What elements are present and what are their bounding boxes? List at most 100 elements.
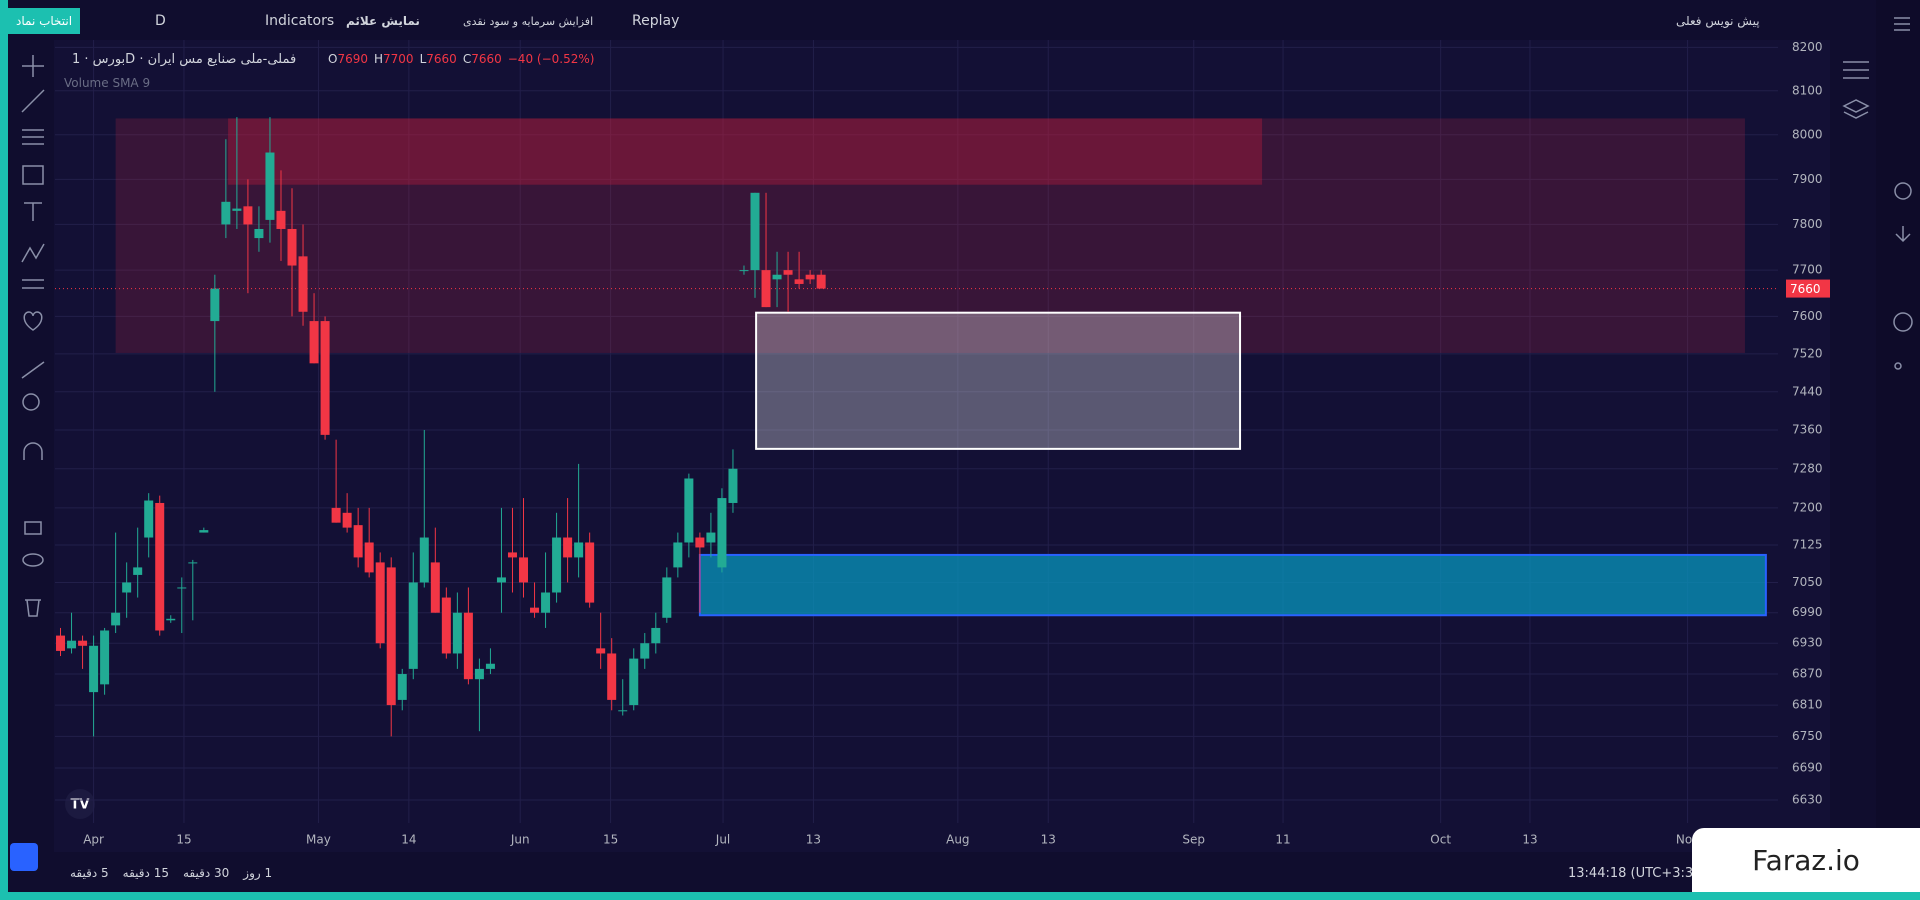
candle-body — [552, 537, 562, 593]
download-icon — [1895, 226, 1911, 243]
candle-body — [133, 567, 143, 575]
draft-button[interactable]: پیش نویس فعلی — [1676, 14, 1760, 28]
favorite-icon — [23, 311, 43, 331]
candle-body — [728, 468, 738, 503]
crosshair-icon — [22, 55, 44, 77]
y-tick-label: 6870 — [1792, 667, 1823, 681]
candle-body — [463, 612, 473, 680]
zone — [228, 118, 1263, 185]
x-tick-label: 13 — [1522, 833, 1537, 847]
plot — [55, 40, 1778, 823]
x-tick-label: 15 — [176, 833, 191, 847]
candle-body — [166, 618, 176, 621]
candle-body — [78, 640, 88, 646]
lock-icon — [24, 521, 42, 535]
candle-body — [155, 502, 165, 631]
candle-body — [816, 274, 826, 289]
candle-body — [320, 321, 330, 435]
candle-body — [122, 582, 132, 593]
x-tick-label: Sep — [1182, 833, 1205, 847]
pattern-icon — [21, 243, 45, 263]
candle-body — [221, 201, 231, 225]
interval-option[interactable]: 15 دقیقه — [122, 866, 169, 880]
symbol-search[interactable]: انتخاب نماد — [8, 8, 81, 34]
y-tick-label: 7050 — [1792, 575, 1823, 589]
candle-body — [662, 577, 672, 618]
candle-body — [563, 537, 573, 558]
candle-body — [408, 582, 418, 669]
y-tick-label: 7125 — [1792, 537, 1823, 551]
candle-body — [519, 557, 529, 583]
y-tick-label: 7200 — [1792, 500, 1823, 514]
top-bar-bg — [8, 0, 1920, 40]
candle-body — [530, 607, 540, 613]
text-icon — [24, 202, 42, 221]
y-tick-label: 6990 — [1792, 605, 1823, 619]
right-toolbar-bg — [1876, 0, 1920, 892]
y-tick-label: 7900 — [1792, 172, 1823, 186]
candle-body — [265, 152, 275, 220]
candle-body — [474, 668, 484, 680]
replay-button[interactable]: Replay — [632, 13, 680, 29]
signals-button[interactable]: نمایش علائم — [346, 14, 420, 28]
candle-body — [111, 612, 121, 626]
interval-option[interactable]: 30 دقیقه — [182, 866, 230, 880]
y-tick-label: 7800 — [1792, 217, 1823, 231]
y-tick-label: 6690 — [1792, 761, 1823, 775]
magnet-icon — [23, 442, 43, 460]
y-tick-label: 8000 — [1792, 127, 1823, 141]
candle-body — [783, 270, 793, 275]
candle-body — [618, 710, 628, 712]
bottom-bar-bg — [8, 852, 1830, 892]
candle-body — [210, 288, 220, 322]
candle-body — [794, 279, 804, 284]
candle-body — [684, 478, 694, 543]
eye-icon — [22, 553, 44, 567]
candle-body — [541, 592, 551, 613]
candle-body — [507, 552, 517, 558]
capital-button[interactable]: افزایش سرمایه و سود نقدی — [463, 14, 594, 28]
candle-body — [673, 542, 683, 568]
y-tick-label: 7440 — [1792, 384, 1823, 398]
indicator-label: Volume SMA 9 — [64, 76, 151, 90]
menu-icon — [1894, 17, 1910, 31]
app: TV Apr 15 May 14 Jun 15 Jul 13 Aug 13 Sep 11 Oct 13 No… — [8, 0, 1920, 892]
x-tick-label: Jul — [715, 833, 730, 847]
candle-body — [706, 532, 716, 543]
favorites-button[interactable] — [10, 843, 38, 871]
interval-option[interactable]: 5 دقیقه — [70, 866, 109, 880]
x-tick-label: 13 — [806, 833, 821, 847]
candle-body — [485, 663, 495, 669]
ruler-icon — [21, 361, 45, 379]
interval-option[interactable]: 1 روز — [243, 866, 273, 880]
indicators-button[interactable]: Indicators — [265, 13, 335, 29]
zone — [755, 311, 1242, 450]
last-price-label: 7660 — [1790, 282, 1821, 296]
watermark: Faraz.io — [1692, 828, 1920, 892]
candle-body — [772, 274, 782, 280]
clock: 13:44:18 (UTC+3:30) — [1568, 865, 1707, 881]
candle-body — [739, 270, 749, 272]
candle-body — [574, 542, 584, 558]
candle-body — [199, 530, 209, 533]
chart: TV Apr 15 May 14 Jun 15 Jul 13 Aug 13 Sep 11 Oct 13 No… — [8, 0, 1920, 892]
candle-body — [254, 228, 264, 239]
zoom-icon — [22, 393, 40, 411]
c-label: C — [462, 52, 472, 66]
candle-body — [596, 648, 606, 654]
interval-list: 5 دقیقه 15 دقیقه 30 دقیقه 1 روز — [70, 862, 272, 884]
left-toolbar-bg — [8, 40, 54, 852]
interval-button[interactable]: D — [155, 13, 166, 29]
candle-body — [188, 562, 198, 564]
candle-body — [309, 321, 319, 364]
candle-body — [805, 274, 815, 280]
candle-body — [717, 498, 727, 568]
y-tick-label: 7700 — [1792, 263, 1823, 277]
y-tick-label: 7280 — [1792, 461, 1823, 475]
candle-body — [232, 208, 242, 211]
y-tick-label: 6630 — [1792, 792, 1823, 806]
y-tick-label: 6810 — [1792, 698, 1823, 712]
x-tick-label: 15 — [603, 833, 618, 847]
prediction-icon — [22, 279, 44, 289]
y-tick-label: 7360 — [1792, 423, 1823, 437]
